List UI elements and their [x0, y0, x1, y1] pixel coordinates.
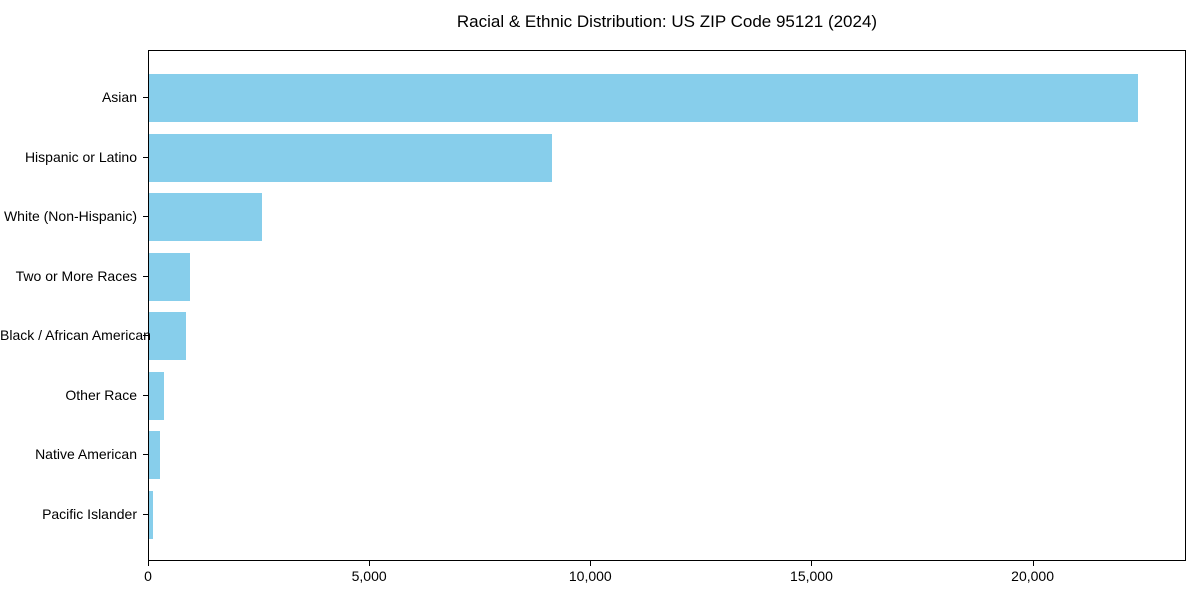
y-tick-mark	[143, 216, 148, 218]
y-tick-mark	[143, 514, 148, 515]
x-tick-label: 0	[144, 568, 152, 584]
y-tick-label-hispanic-or-latino: Hispanic or Latino	[24, 148, 137, 165]
bar-other-race	[149, 371, 165, 420]
x-tick-mark	[369, 561, 371, 566]
y-tick-mark	[143, 394, 148, 396]
bar-two-or-more-races	[149, 252, 190, 301]
y-tick-mark	[143, 335, 148, 337]
y-tick-label-asian: Asian	[101, 89, 137, 105]
bar-asian	[149, 74, 1138, 122]
y-tick-label-white-non-hispanic: White (Non-Hispanic)	[3, 208, 137, 225]
x-tick-label: 15,000	[790, 568, 833, 584]
y-tick-label-two-or-more-races: Two or More Races	[15, 267, 137, 284]
y-tick-label-other-race: Other Race	[65, 386, 137, 403]
bar-hispanic-or-latino	[149, 133, 552, 182]
y-tick-mark	[143, 97, 148, 98]
plot-area	[148, 50, 1186, 561]
x-tick-mark	[148, 561, 149, 566]
bar-pacific-islander	[149, 491, 154, 539]
y-tick-label-native-american: Native American	[35, 446, 137, 463]
x-tick-mark	[590, 561, 592, 566]
x-tick-mark	[811, 561, 813, 566]
y-tick-mark	[143, 275, 148, 277]
x-tick-label: 5,000	[351, 568, 387, 584]
x-tick-label: 20,000	[1011, 568, 1054, 584]
y-tick-label-black-african-american: Black / African American	[0, 327, 151, 344]
y-tick-mark	[143, 454, 148, 456]
y-tick-mark	[143, 156, 148, 158]
bar-black-african-american	[149, 312, 187, 361]
x-tick-label: 10,000	[568, 568, 612, 584]
x-tick-mark	[1032, 561, 1034, 566]
y-tick-label-pacific-islander: Pacific Islander	[42, 506, 137, 522]
chart-title: Racial & Ethnic Distribution: US ZIP Cod…	[456, 12, 878, 31]
bar-white-non-hispanic	[149, 193, 263, 242]
bar-native-american	[149, 431, 161, 480]
